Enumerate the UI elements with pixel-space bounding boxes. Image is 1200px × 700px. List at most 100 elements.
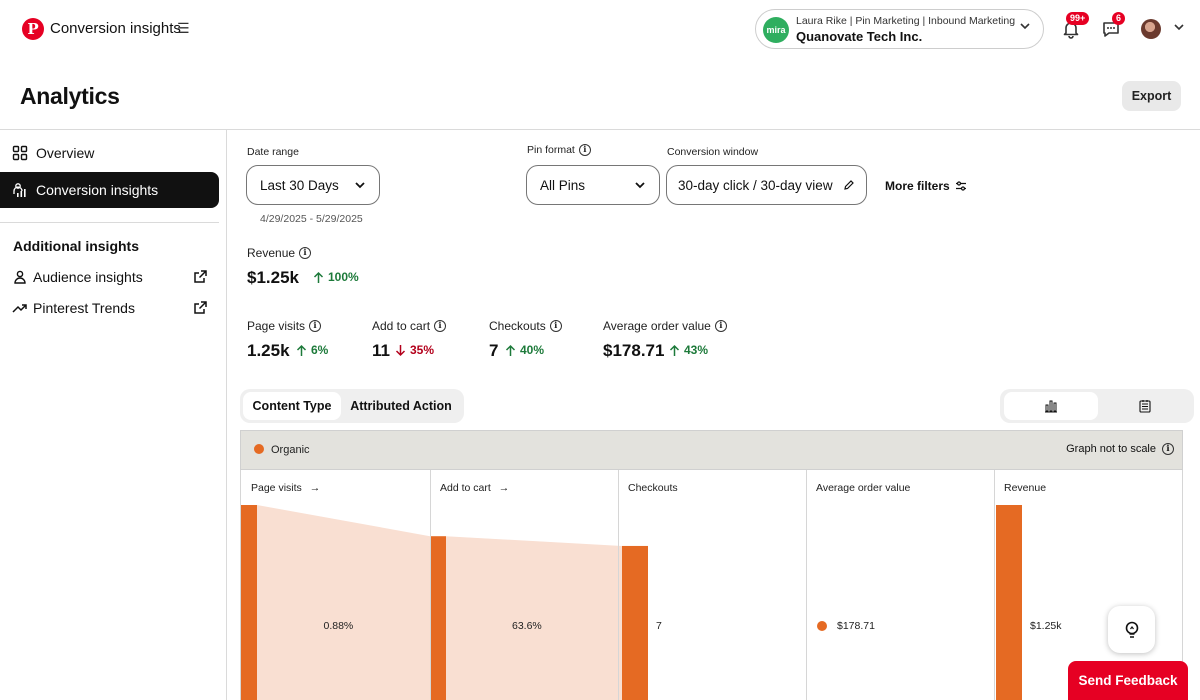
table-icon [1139, 400, 1151, 413]
revenue-value: $1.25k [247, 268, 299, 287]
tab-attributed-action[interactable]: Attributed Action [350, 399, 452, 413]
lightbulb-icon [1125, 621, 1138, 638]
tab-content-type[interactable]: Content Type [243, 392, 341, 420]
chevron-down-icon [355, 182, 365, 189]
page-title: Analytics [20, 83, 120, 109]
add-to-cart-value: 11 [372, 341, 390, 360]
menu-icon[interactable]: ☰ [177, 20, 190, 36]
funnel-bar[interactable] [241, 505, 257, 700]
pinterest-logo-icon[interactable]: P [22, 18, 44, 40]
top-bar: P Conversion insights ☰ mira Laura Rike … [0, 0, 1200, 58]
legend-swatch [254, 444, 264, 454]
info-icon[interactable]: i [578, 144, 591, 156]
chart-view-button[interactable] [1004, 392, 1098, 420]
arrow-up-icon [296, 344, 307, 356]
arrow-up-icon [505, 344, 516, 356]
table-view-button[interactable] [1098, 392, 1192, 420]
pencil-icon [844, 180, 854, 190]
trend-icon [12, 304, 27, 313]
divider [0, 129, 1200, 130]
page-visits-label: Page visits i [247, 319, 322, 333]
sidebar-item-label: Conversion insights [36, 182, 159, 198]
aov-marker [817, 621, 827, 631]
notifications-badge: 99+ [1066, 12, 1090, 25]
funnel-bar[interactable] [996, 505, 1022, 700]
bar-value-label: 7 [656, 620, 662, 632]
aov-label: Average order value i [603, 319, 727, 333]
info-icon[interactable]: i [549, 320, 562, 332]
view-toggle [1000, 389, 1194, 423]
additional-insights-heading: Additional insights [13, 238, 139, 254]
account-avatar: mira [763, 17, 789, 43]
bar-value-label: $1.25k [1030, 620, 1062, 632]
legend-label: Organic [271, 444, 310, 456]
arrow-right-icon: → [309, 482, 321, 494]
chart-header: Organic Graph not to scale i [240, 430, 1183, 470]
column-title[interactable]: Page visits → [251, 482, 321, 494]
info-icon[interactable]: i [1162, 443, 1174, 455]
bar-value-label: $178.71 [837, 620, 875, 632]
help-button[interactable] [1108, 606, 1155, 653]
account-name: Quanovate Tech Inc. [796, 29, 923, 44]
sidebar-link-audience-insights[interactable]: Audience insights [12, 269, 208, 285]
add-to-cart-label: Add to cart i [372, 319, 447, 333]
app-title: Conversion insights [50, 20, 181, 37]
conversion-window-value: 30-day click / 30-day view [678, 177, 833, 193]
external-link-icon [194, 301, 207, 314]
aov-value: $178.71 [603, 341, 665, 360]
conversion-window-field[interactable]: 30-day click / 30-day view [666, 165, 867, 205]
arrow-down-icon [395, 344, 406, 356]
account-switcher[interactable]: mira Laura Rike | Pin Marketing | Inboun… [755, 9, 1044, 49]
flow-rate-label: 0.88% [323, 620, 354, 632]
checkouts-label: Checkouts i [489, 319, 562, 333]
divider [0, 222, 219, 223]
pin-format-label: Pin format i [527, 144, 591, 156]
info-icon[interactable]: i [434, 320, 447, 332]
funnel-bar[interactable] [622, 545, 648, 700]
sliders-icon [955, 181, 966, 191]
column-title[interactable]: Add to cart → [440, 482, 510, 494]
chart-people-icon [13, 183, 26, 197]
pin-format-dropdown[interactable]: All Pins [526, 165, 660, 205]
export-button[interactable]: Export [1122, 81, 1181, 111]
sidebar-item-conversion-insights[interactable]: Conversion insights [0, 172, 219, 208]
revenue-label: Revenue i [247, 246, 312, 260]
page-visits-change: 6% [296, 343, 328, 357]
chevron-down-icon [635, 182, 645, 189]
external-link-icon [194, 270, 207, 283]
conversion-funnel-chart: Organic Graph not to scale i Page visits… [240, 430, 1183, 700]
revenue-change: 100% [313, 270, 359, 284]
sidebar-link-pinterest-trends[interactable]: Pinterest Trends [12, 300, 208, 316]
arrow-up-icon [669, 344, 680, 356]
column-separator [806, 470, 807, 700]
sidebar-item-label: Overview [36, 145, 95, 161]
messages-badge: 6 [1112, 12, 1126, 25]
send-feedback-button[interactable]: Send Feedback [1068, 661, 1188, 700]
date-range-label: Date range [247, 146, 299, 158]
column-separator [430, 470, 431, 700]
add-to-cart-change: 35% [395, 343, 434, 357]
person-icon [14, 270, 26, 284]
chart-body: Page visits → Add to cart → Checkouts Average… [240, 470, 1183, 700]
column-separator [618, 470, 619, 700]
date-range-dates: 4/29/2025 - 5/29/2025 [260, 213, 363, 225]
chevron-down-icon[interactable] [1173, 21, 1185, 33]
info-icon[interactable]: i [299, 247, 312, 259]
info-icon[interactable]: i [309, 320, 322, 332]
more-filters-button[interactable]: More filters [885, 179, 967, 193]
aov-change: 43% [669, 343, 708, 357]
date-range-dropdown[interactable]: Last 30 Days [246, 165, 380, 205]
funnel-bar[interactable] [430, 536, 446, 700]
checkouts-value: 7 [489, 341, 499, 360]
chevron-down-icon [1020, 23, 1030, 30]
user-avatar[interactable] [1141, 19, 1161, 39]
sidebar-item-overview[interactable]: Overview [0, 135, 219, 171]
date-range-value: Last 30 Days [260, 177, 339, 193]
sidebar-link-label: Audience insights [33, 269, 143, 285]
sidebar-link-label: Pinterest Trends [33, 300, 135, 316]
funnel-flow [257, 505, 430, 700]
divider [226, 130, 227, 700]
arrow-right-icon: → [498, 482, 510, 494]
grid-icon [12, 145, 28, 161]
info-icon[interactable]: i [714, 320, 727, 332]
